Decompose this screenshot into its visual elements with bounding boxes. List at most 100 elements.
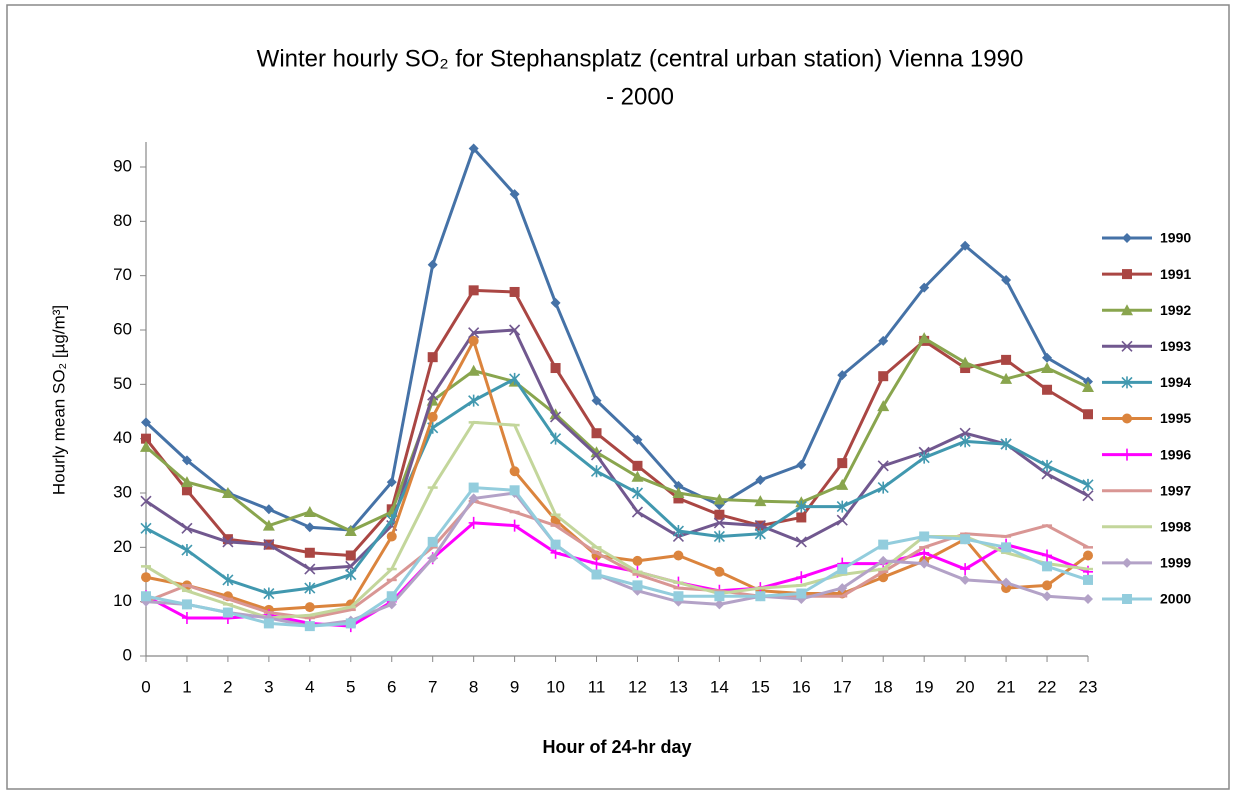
marker bbox=[549, 432, 562, 445]
marker bbox=[263, 539, 275, 551]
marker bbox=[141, 572, 151, 583]
y-tick-label: 40 bbox=[113, 428, 132, 447]
marker bbox=[467, 364, 480, 376]
marker bbox=[550, 297, 561, 308]
legend-label: 1991 bbox=[1160, 266, 1191, 282]
marker bbox=[632, 580, 643, 591]
marker bbox=[222, 573, 234, 586]
marker bbox=[590, 465, 603, 478]
marker bbox=[1001, 583, 1012, 594]
marker bbox=[427, 259, 438, 270]
chart-subtitle: - 2000 bbox=[606, 83, 674, 110]
marker bbox=[140, 495, 152, 507]
marker bbox=[181, 599, 192, 610]
marker bbox=[181, 611, 192, 624]
marker bbox=[713, 517, 725, 529]
legend-label: 1999 bbox=[1160, 555, 1191, 571]
marker bbox=[960, 534, 971, 545]
y-tick-label: 80 bbox=[113, 211, 132, 230]
marker bbox=[960, 563, 971, 576]
series-line bbox=[145, 336, 1089, 533]
marker bbox=[713, 530, 725, 543]
marker bbox=[919, 531, 930, 542]
legend-label: 1997 bbox=[1160, 482, 1191, 498]
marker bbox=[754, 520, 766, 532]
x-tick-label: 14 bbox=[710, 677, 729, 696]
marker bbox=[796, 459, 807, 470]
x-tick-label: 10 bbox=[546, 677, 565, 696]
marker bbox=[795, 536, 807, 548]
marker bbox=[673, 493, 684, 504]
x-tick-label: 4 bbox=[305, 677, 314, 696]
x-tick-label: 6 bbox=[387, 677, 396, 696]
marker bbox=[631, 470, 644, 482]
x-tick-label: 20 bbox=[956, 677, 975, 696]
series-line bbox=[145, 521, 1089, 628]
marker bbox=[141, 591, 151, 602]
marker bbox=[591, 395, 602, 406]
marker bbox=[837, 564, 848, 575]
marker bbox=[427, 536, 438, 547]
marker bbox=[1001, 354, 1012, 365]
y-tick-label: 20 bbox=[113, 537, 132, 556]
series-line bbox=[144, 147, 1089, 532]
x-tick-label: 13 bbox=[669, 677, 688, 696]
chart-title: Winter hourly SO₂ for Stephansplatz (cen… bbox=[257, 45, 1024, 72]
x-tick-label: 22 bbox=[1038, 677, 1057, 696]
marker bbox=[796, 512, 807, 523]
legend-label: 1995 bbox=[1160, 410, 1191, 426]
x-tick-label: 7 bbox=[428, 677, 437, 696]
marker bbox=[918, 332, 931, 344]
marker bbox=[304, 547, 315, 558]
marker bbox=[263, 587, 275, 600]
y-tick-label: 70 bbox=[113, 265, 132, 284]
x-tick-label: 16 bbox=[792, 677, 811, 696]
marker bbox=[878, 371, 889, 382]
marker bbox=[754, 527, 766, 540]
marker bbox=[837, 370, 848, 381]
legend-label: 1994 bbox=[1160, 374, 1191, 390]
marker bbox=[878, 335, 889, 346]
marker bbox=[755, 474, 766, 485]
marker bbox=[1082, 381, 1094, 393]
marker bbox=[181, 544, 193, 557]
marker bbox=[590, 446, 603, 458]
marker bbox=[468, 143, 479, 154]
y-tick-label: 10 bbox=[113, 591, 132, 610]
legend-marker bbox=[1122, 594, 1132, 604]
marker bbox=[1082, 478, 1094, 491]
x-tick-label: 12 bbox=[628, 677, 647, 696]
marker bbox=[468, 482, 479, 493]
marker bbox=[468, 335, 479, 346]
legend-label: 1993 bbox=[1160, 338, 1191, 354]
marker bbox=[754, 495, 767, 507]
legend-marker bbox=[1121, 376, 1133, 389]
marker bbox=[141, 417, 151, 428]
marker bbox=[1082, 490, 1094, 502]
marker bbox=[919, 558, 930, 569]
legend-label: 1992 bbox=[1160, 302, 1191, 318]
marker bbox=[1042, 591, 1053, 602]
marker bbox=[386, 599, 397, 610]
marker bbox=[1042, 384, 1053, 395]
marker bbox=[509, 324, 521, 336]
marker bbox=[632, 555, 643, 566]
x-tick-label: 1 bbox=[182, 677, 191, 696]
marker bbox=[468, 493, 479, 504]
marker bbox=[304, 602, 315, 613]
marker bbox=[837, 458, 848, 469]
x-tick-label: 5 bbox=[346, 677, 355, 696]
marker bbox=[304, 621, 315, 632]
marker bbox=[303, 506, 316, 518]
marker bbox=[468, 327, 480, 339]
marker bbox=[509, 286, 520, 297]
marker bbox=[1042, 561, 1053, 572]
x-tick-label: 18 bbox=[874, 677, 893, 696]
marker bbox=[468, 516, 479, 529]
marker bbox=[262, 519, 275, 531]
marker bbox=[386, 531, 397, 542]
marker bbox=[960, 240, 971, 251]
y-tick-label: 50 bbox=[113, 374, 132, 393]
marker bbox=[877, 400, 890, 412]
marker bbox=[222, 607, 233, 618]
